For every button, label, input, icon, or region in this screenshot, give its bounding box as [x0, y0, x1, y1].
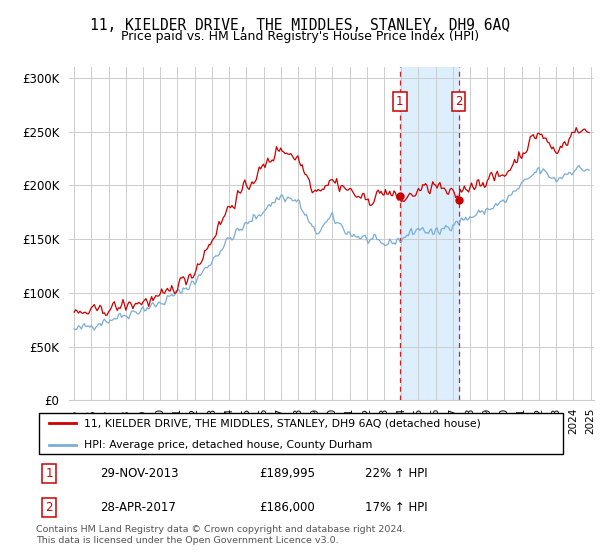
FancyBboxPatch shape — [38, 413, 563, 454]
Text: 11, KIELDER DRIVE, THE MIDDLES, STANLEY, DH9 6AQ (detached house): 11, KIELDER DRIVE, THE MIDDLES, STANLEY,… — [84, 418, 481, 428]
Text: 11, KIELDER DRIVE, THE MIDDLES, STANLEY, DH9 6AQ: 11, KIELDER DRIVE, THE MIDDLES, STANLEY,… — [90, 18, 510, 33]
Text: 17% ↑ HPI: 17% ↑ HPI — [365, 501, 428, 514]
Text: £189,995: £189,995 — [259, 467, 315, 480]
Text: HPI: Average price, detached house, County Durham: HPI: Average price, detached house, Coun… — [84, 440, 372, 450]
Text: Contains HM Land Registry data © Crown copyright and database right 2024.
This d: Contains HM Land Registry data © Crown c… — [36, 525, 406, 545]
Text: 28-APR-2017: 28-APR-2017 — [100, 501, 176, 514]
Text: Price paid vs. HM Land Registry's House Price Index (HPI): Price paid vs. HM Land Registry's House … — [121, 30, 479, 43]
Text: 1: 1 — [46, 467, 53, 480]
Text: 2: 2 — [455, 95, 462, 108]
Bar — [400, 67, 458, 400]
Text: 22% ↑ HPI: 22% ↑ HPI — [365, 467, 428, 480]
Text: 1: 1 — [396, 95, 404, 108]
Text: 29-NOV-2013: 29-NOV-2013 — [100, 467, 178, 480]
Text: £186,000: £186,000 — [259, 501, 315, 514]
Text: 2: 2 — [46, 501, 53, 514]
